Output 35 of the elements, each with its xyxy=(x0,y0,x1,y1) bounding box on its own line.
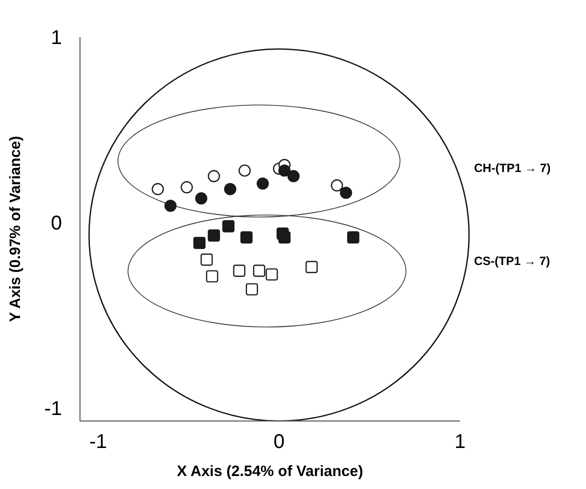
y-axis-title: Y Axis (0.97% of Variance) xyxy=(7,136,24,322)
point xyxy=(278,231,291,244)
text: CH-(TP1 → 7) xyxy=(474,161,551,175)
point xyxy=(200,254,213,266)
point xyxy=(164,200,177,212)
point xyxy=(347,231,360,244)
point xyxy=(246,283,258,296)
point xyxy=(195,192,208,204)
x-axis-title: X Axis (2.54% of Variance) xyxy=(176,463,364,480)
point xyxy=(253,264,266,277)
point xyxy=(152,183,164,196)
x-tick-label: 0 xyxy=(273,431,285,453)
point xyxy=(256,177,269,190)
point xyxy=(233,264,246,277)
x-tick-label: -1 xyxy=(89,431,107,453)
text: CS-(TP1 → 7) xyxy=(474,254,550,268)
point xyxy=(266,268,278,281)
point xyxy=(238,164,251,177)
point xyxy=(224,183,236,196)
point xyxy=(287,170,300,182)
point xyxy=(278,164,291,177)
y-tick-label: -1 xyxy=(44,398,62,420)
y-tick-label: 1 xyxy=(50,27,62,49)
point xyxy=(330,179,344,192)
point xyxy=(240,231,253,244)
point xyxy=(206,270,218,282)
x-tick-label: 1 xyxy=(454,431,466,453)
point xyxy=(306,260,318,274)
point xyxy=(193,236,206,250)
point xyxy=(180,181,193,194)
point xyxy=(222,220,234,232)
point xyxy=(208,229,220,242)
point xyxy=(208,170,220,182)
point xyxy=(340,186,352,199)
y-tick-label: 0 xyxy=(50,212,62,235)
